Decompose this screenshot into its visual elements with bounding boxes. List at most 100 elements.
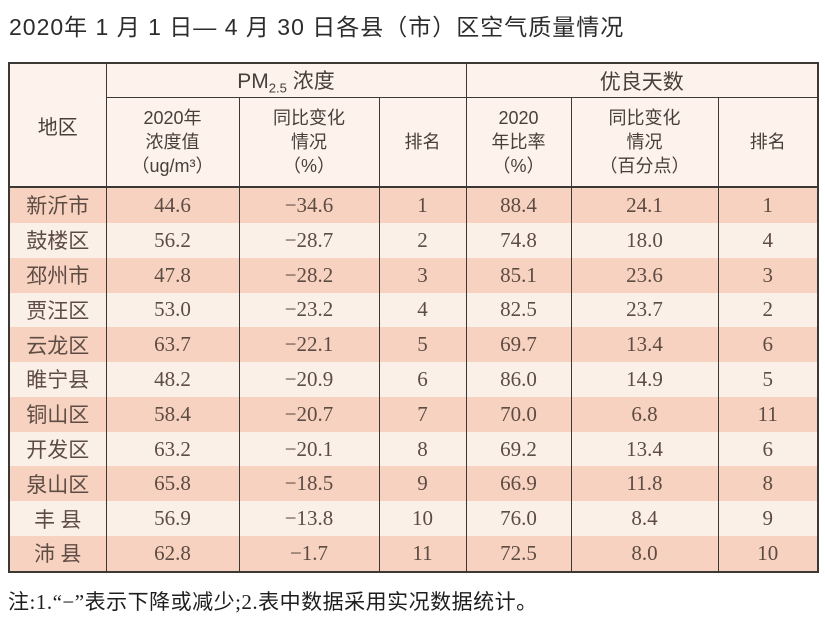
days-ratio-cell: 76.0	[465, 501, 571, 536]
days-ratio-cell: 74.8	[465, 222, 571, 258]
region-column-header: 地区	[8, 63, 106, 188]
pm-change-cell: −20.1	[238, 431, 379, 467]
pm-change-cell: −18.5	[238, 466, 379, 502]
pm-rank-cell: 8	[378, 431, 466, 467]
days-ratio-cell: 82.5	[465, 292, 571, 328]
region-cell: 泉山区	[8, 466, 106, 502]
days-rank-header: 排名	[717, 97, 818, 188]
days-rank-cell: 6	[717, 327, 818, 363]
days-rank-cell: 3	[717, 257, 818, 293]
days-change-cell: 8.0	[570, 535, 718, 572]
table-row: 睢宁县 48.2 −20.9 6 86.0 14.9 5	[8, 362, 818, 397]
table-row: 邳州市 47.8 −28.2 3 85.1 23.6 3	[8, 257, 818, 293]
table-row: 鼓楼区 56.2 −28.7 2 74.8 18.0 4	[8, 222, 818, 258]
days-rank-cell: 11	[717, 396, 818, 432]
region-cell: 沛 县	[8, 535, 106, 572]
days-ratio-header: 2020 年比率 （%）	[465, 97, 571, 188]
header-sub-row: 2020年 浓度值 （ug/m³） 同比变化 情况 （%） 排名 2020 年比…	[9, 97, 818, 188]
pm-rank-cell: 6	[378, 362, 466, 397]
pm25-group-header: PM2.5 浓度	[105, 63, 466, 98]
days-rank-cell: 2	[717, 292, 818, 328]
pm-rank-cell: 4	[378, 292, 466, 328]
pm-value-cell: 56.2	[105, 222, 239, 258]
days-ratio-cell: 86.0	[465, 362, 571, 397]
days-ratio-cell: 69.7	[465, 327, 571, 363]
air-quality-table: 地区 PM2.5 浓度 优良天数 2020年 浓度值 （ug/m³） 同比变化 …	[8, 62, 819, 573]
pm25-label-suffix: 浓度	[286, 70, 335, 94]
days-rank-cell: 8	[717, 466, 818, 502]
table-row: 泉山区 65.8 −18.5 9 66.9 11.8 8	[8, 466, 818, 502]
days-change-cell: 11.8	[570, 466, 718, 502]
table-row: 云龙区 63.7 −22.1 5 69.7 13.4 6	[8, 327, 818, 363]
days-change-cell: 8.4	[570, 501, 718, 536]
days-ratio-cell: 72.5	[465, 535, 571, 572]
pm-rank-cell: 10	[378, 501, 466, 536]
region-cell: 铜山区	[8, 396, 106, 432]
region-cell: 鼓楼区	[8, 222, 106, 258]
pm-change-cell: −1.7	[238, 535, 379, 572]
days-rank-cell: 10	[717, 535, 818, 572]
pm-change-cell: −23.2	[238, 292, 379, 328]
days-rank-cell: 1	[717, 187, 818, 223]
pm25-subscript: 2.5	[268, 80, 287, 96]
pm-change-cell: −20.7	[238, 396, 379, 432]
good-days-group-header: 优良天数	[465, 63, 818, 98]
table-row: 新沂市 44.6 −34.6 1 88.4 24.1 1	[8, 187, 818, 223]
pm-rank-cell: 5	[378, 327, 466, 363]
days-rank-cell: 9	[717, 501, 818, 536]
days-rank-cell: 5	[717, 362, 818, 397]
pm-change-cell: −13.8	[238, 501, 379, 536]
page-title: 2020年 1 月 1 日— 4 月 30 日各县（市）区空气质量情况	[9, 14, 625, 40]
pm-value-cell: 44.6	[105, 187, 239, 223]
pm-rank-cell: 11	[378, 535, 466, 572]
pm-value-cell: 63.7	[105, 327, 239, 363]
days-ratio-cell: 69.2	[465, 431, 571, 467]
pm-change-cell: −28.2	[238, 257, 379, 293]
days-change-cell: 24.1	[570, 187, 718, 223]
days-rank-cell: 4	[717, 222, 818, 258]
pm-rank-header: 排名	[378, 97, 466, 188]
pm-value-cell: 56.9	[105, 501, 239, 536]
pm-rank-cell: 9	[378, 466, 466, 502]
days-rank-cell: 6	[717, 431, 818, 467]
region-cell: 开发区	[8, 431, 106, 467]
days-change-cell: 6.8	[570, 396, 718, 432]
days-ratio-cell: 88.4	[465, 187, 571, 223]
footnote: 注:1.“−”表示下降或减少;2.表中数据采用实况数据统计。	[8, 590, 538, 614]
region-cell: 邳州市	[8, 257, 106, 293]
table-row: 丰 县 56.9 −13.8 10 76.0 8.4 9	[8, 501, 818, 536]
table-row: 沛 县 62.8 −1.7 11 72.5 8.0 10	[8, 535, 818, 572]
region-cell: 睢宁县	[8, 362, 106, 397]
days-change-cell: 23.6	[570, 257, 718, 293]
days-change-cell: 18.0	[570, 222, 718, 258]
pm-value-cell: 65.8	[105, 466, 239, 502]
pm-rank-cell: 7	[378, 396, 466, 432]
days-change-cell: 23.7	[570, 292, 718, 328]
pm-rank-cell: 3	[378, 257, 466, 293]
days-ratio-cell: 70.0	[465, 396, 571, 432]
table-row: 开发区 63.2 −20.1 8 69.2 13.4 6	[8, 431, 818, 467]
pm-change-header: 同比变化 情况 （%）	[238, 97, 379, 188]
pm-value-cell: 53.0	[105, 292, 239, 328]
days-change-header: 同比变化 情况 （百分点）	[570, 97, 718, 188]
pm-change-cell: −28.7	[238, 222, 379, 258]
days-ratio-cell: 85.1	[465, 257, 571, 293]
pm-value-cell: 47.8	[105, 257, 239, 293]
pm-value-cell: 48.2	[105, 362, 239, 397]
days-change-cell: 13.4	[570, 431, 718, 467]
pm-value-cell: 62.8	[105, 535, 239, 572]
pm-value-header: 2020年 浓度值 （ug/m³）	[105, 97, 239, 188]
region-cell: 云龙区	[8, 327, 106, 363]
pm-value-cell: 58.4	[105, 396, 239, 432]
pm-rank-cell: 2	[378, 222, 466, 258]
table-row: 贾汪区 53.0 −23.2 4 82.5 23.7 2	[8, 292, 818, 328]
header-group-row: 地区 PM2.5 浓度 优良天数	[8, 63, 818, 188]
region-cell: 丰 县	[8, 501, 106, 536]
days-change-cell: 14.9	[570, 362, 718, 397]
pm-change-cell: −34.6	[238, 187, 379, 223]
pm25-label-prefix: PM	[237, 70, 269, 94]
table-row: 铜山区 58.4 −20.7 7 70.0 6.8 11	[8, 396, 818, 432]
days-change-cell: 13.4	[570, 327, 718, 363]
pm-rank-cell: 1	[378, 187, 466, 223]
pm-change-cell: −20.9	[238, 362, 379, 397]
